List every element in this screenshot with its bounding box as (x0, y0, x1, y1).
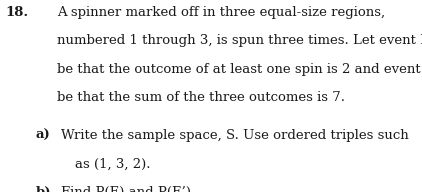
Text: as (1, 3, 2).: as (1, 3, 2). (75, 157, 151, 170)
Text: Write the sample space, S. Use ordered triples such: Write the sample space, S. Use ordered t… (61, 129, 409, 142)
Text: be that the outcome of at least one spin is 2 and event F: be that the outcome of at least one spin… (57, 63, 422, 76)
Text: a): a) (36, 129, 51, 142)
Text: Find P(E) and P(E’).: Find P(E) and P(E’). (61, 186, 195, 192)
Text: 18.: 18. (5, 6, 28, 19)
Text: numbered 1 through 3, is spun three times. Let event E: numbered 1 through 3, is spun three time… (57, 34, 422, 47)
Text: b): b) (36, 186, 51, 192)
Text: A spinner marked off in three equal-size regions,: A spinner marked off in three equal-size… (57, 6, 385, 19)
Text: be that the sum of the three outcomes is 7.: be that the sum of the three outcomes is… (57, 91, 345, 104)
